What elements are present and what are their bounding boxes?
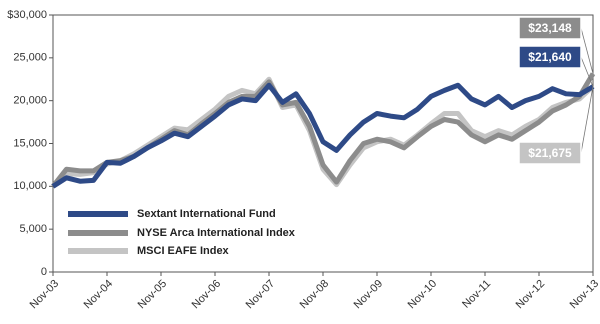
x-tick-label: Nov-04 <box>82 278 116 312</box>
x-tick-label: Nov-12 <box>514 278 548 312</box>
value-label: $21,675 <box>528 146 572 160</box>
legend-label: NYSE Arca International Index <box>137 227 296 239</box>
x-tick-label: Nov-08 <box>298 278 332 312</box>
legend-label: Sextant International Fund <box>137 208 276 220</box>
value-label: $23,148 <box>528 21 572 35</box>
leader-line <box>580 86 594 154</box>
x-tick-label: Nov-09 <box>352 278 386 312</box>
series-line <box>51 76 595 189</box>
x-tick-label: Nov-13 <box>568 278 600 312</box>
legend-label: MSCI EAFE Index <box>137 245 230 257</box>
y-tick-label: 0 <box>41 266 47 278</box>
x-tick-label: Nov-07 <box>244 278 278 312</box>
x-tick-label: Nov-05 <box>136 278 170 312</box>
series-line <box>51 82 595 189</box>
y-tick-label: $30,000 <box>7 9 47 21</box>
value-label-box <box>518 45 582 69</box>
x-tick-label: Nov-06 <box>190 278 224 312</box>
x-tick-label: Nov-11 <box>460 278 493 311</box>
y-tick-label: 20,000 <box>13 95 47 107</box>
value-label: $21,640 <box>528 50 572 64</box>
y-tick-label: 25,000 <box>13 52 47 64</box>
leader-line <box>580 56 594 87</box>
x-tick-label: Nov-10 <box>406 278 440 312</box>
y-tick-label: 10,000 <box>13 180 47 192</box>
y-tick-label: 15,000 <box>13 137 47 149</box>
y-tick-label: 5,000 <box>19 223 47 235</box>
value-label-box <box>518 16 582 40</box>
x-tick-label: Nov-03 <box>28 278 62 312</box>
leader-line <box>580 27 594 74</box>
value-label-box <box>518 141 582 165</box>
